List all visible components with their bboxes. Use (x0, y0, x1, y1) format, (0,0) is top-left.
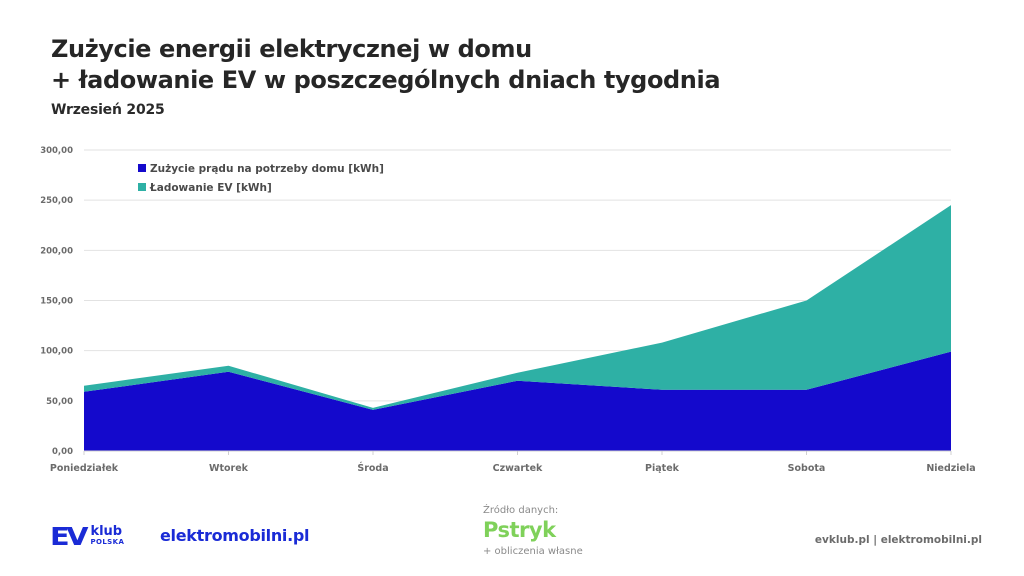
chart-areas (84, 205, 951, 451)
home-usage-area (84, 351, 951, 451)
y-axis: 0,00 50,00 100,00 150,00 200,00 250,00 300,00 (40, 146, 73, 457)
title-line-2: + ładowanie EV w poszczególnych dniach t… (51, 66, 721, 94)
legend-label: Ładowanie EV [kWh] (149, 182, 272, 194)
chart-subtitle: Wrzesień 2025 (51, 102, 165, 118)
source-label: Źródło danych: (483, 505, 559, 516)
x-tick-label: Środa (357, 462, 388, 474)
ev-logo-klub: klub (90, 524, 123, 539)
x-tick-label: Sobota (788, 463, 826, 474)
x-axis: Poniedziałek Wtorek Środa Czwartek Piątek Sob… (50, 450, 976, 474)
legend-swatch (138, 164, 146, 172)
elektromobilni-logo: elektromobilni.pl (160, 526, 310, 545)
legend-swatch (138, 183, 146, 191)
stacked-area-chart: 0,0050,00100,00150,00200,00250,00300,00 … (40, 146, 976, 474)
pstryk-logo: Pstryk (483, 518, 556, 542)
x-tick-label: Niedziela (926, 463, 975, 474)
chart-legend: Zużycie prądu na potrzeby domu [kWh] Łado… (138, 163, 384, 194)
title-line-1: Zużycie energii elektrycznej w domu (51, 35, 532, 63)
ev-charging-area (84, 205, 951, 410)
evklub-logo: EV klub POLSKA (50, 522, 125, 551)
source-note: + obliczenia własne (483, 546, 583, 557)
y-tick-label: 50,00 (46, 397, 73, 407)
x-tick-label: Piątek (645, 463, 680, 474)
footer-links: evklub.pl | elektromobilni.pl (814, 534, 982, 546)
y-tick-label: 100,00 (40, 347, 73, 357)
x-tick-label: Czwartek (493, 463, 543, 474)
y-tick-label: 200,00 (40, 246, 73, 256)
y-tick-label: 250,00 (40, 196, 73, 206)
x-tick-label: Wtorek (209, 463, 249, 474)
x-tick-label: Poniedziałek (50, 463, 119, 474)
y-tick-label: 0,00 (52, 447, 73, 457)
y-tick-label: 300,00 (40, 146, 73, 156)
ev-logo-mark: EV (50, 522, 89, 551)
chart-title: Zużycie energii elektrycznej w domu + ła… (51, 34, 721, 96)
legend-label: Zużycie prądu na potrzeby domu [kWh] (150, 163, 384, 175)
data-source: Źródło danych: Pstryk + obliczenia własn… (483, 505, 583, 557)
y-tick-label: 150,00 (40, 297, 73, 307)
ev-logo-polska: POLSKA (90, 538, 125, 546)
